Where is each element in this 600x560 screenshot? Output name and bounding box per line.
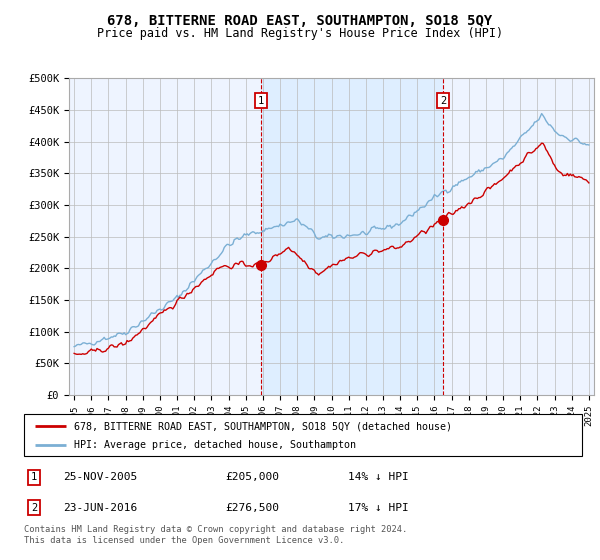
- Text: 14% ↓ HPI: 14% ↓ HPI: [347, 472, 409, 482]
- Text: 23-JUN-2016: 23-JUN-2016: [63, 503, 137, 513]
- Text: 2: 2: [31, 503, 37, 513]
- Text: £205,000: £205,000: [225, 472, 279, 482]
- Text: 1: 1: [258, 96, 264, 105]
- Bar: [261, 78, 443, 395]
- Text: 17% ↓ HPI: 17% ↓ HPI: [347, 503, 409, 513]
- Text: 1: 1: [31, 472, 37, 482]
- Text: £276,500: £276,500: [225, 503, 279, 513]
- Text: Contains HM Land Registry data © Crown copyright and database right 2024.
This d: Contains HM Land Registry data © Crown c…: [24, 525, 407, 545]
- Text: Price paid vs. HM Land Registry's House Price Index (HPI): Price paid vs. HM Land Registry's House …: [97, 27, 503, 40]
- Text: 25-NOV-2005: 25-NOV-2005: [63, 472, 137, 482]
- Text: HPI: Average price, detached house, Southampton: HPI: Average price, detached house, Sout…: [74, 441, 356, 450]
- Text: 678, BITTERNE ROAD EAST, SOUTHAMPTON, SO18 5QY (detached house): 678, BITTERNE ROAD EAST, SOUTHAMPTON, SO…: [74, 421, 452, 431]
- FancyBboxPatch shape: [24, 414, 582, 456]
- Text: 2: 2: [440, 96, 446, 105]
- Text: 678, BITTERNE ROAD EAST, SOUTHAMPTON, SO18 5QY: 678, BITTERNE ROAD EAST, SOUTHAMPTON, SO…: [107, 14, 493, 28]
